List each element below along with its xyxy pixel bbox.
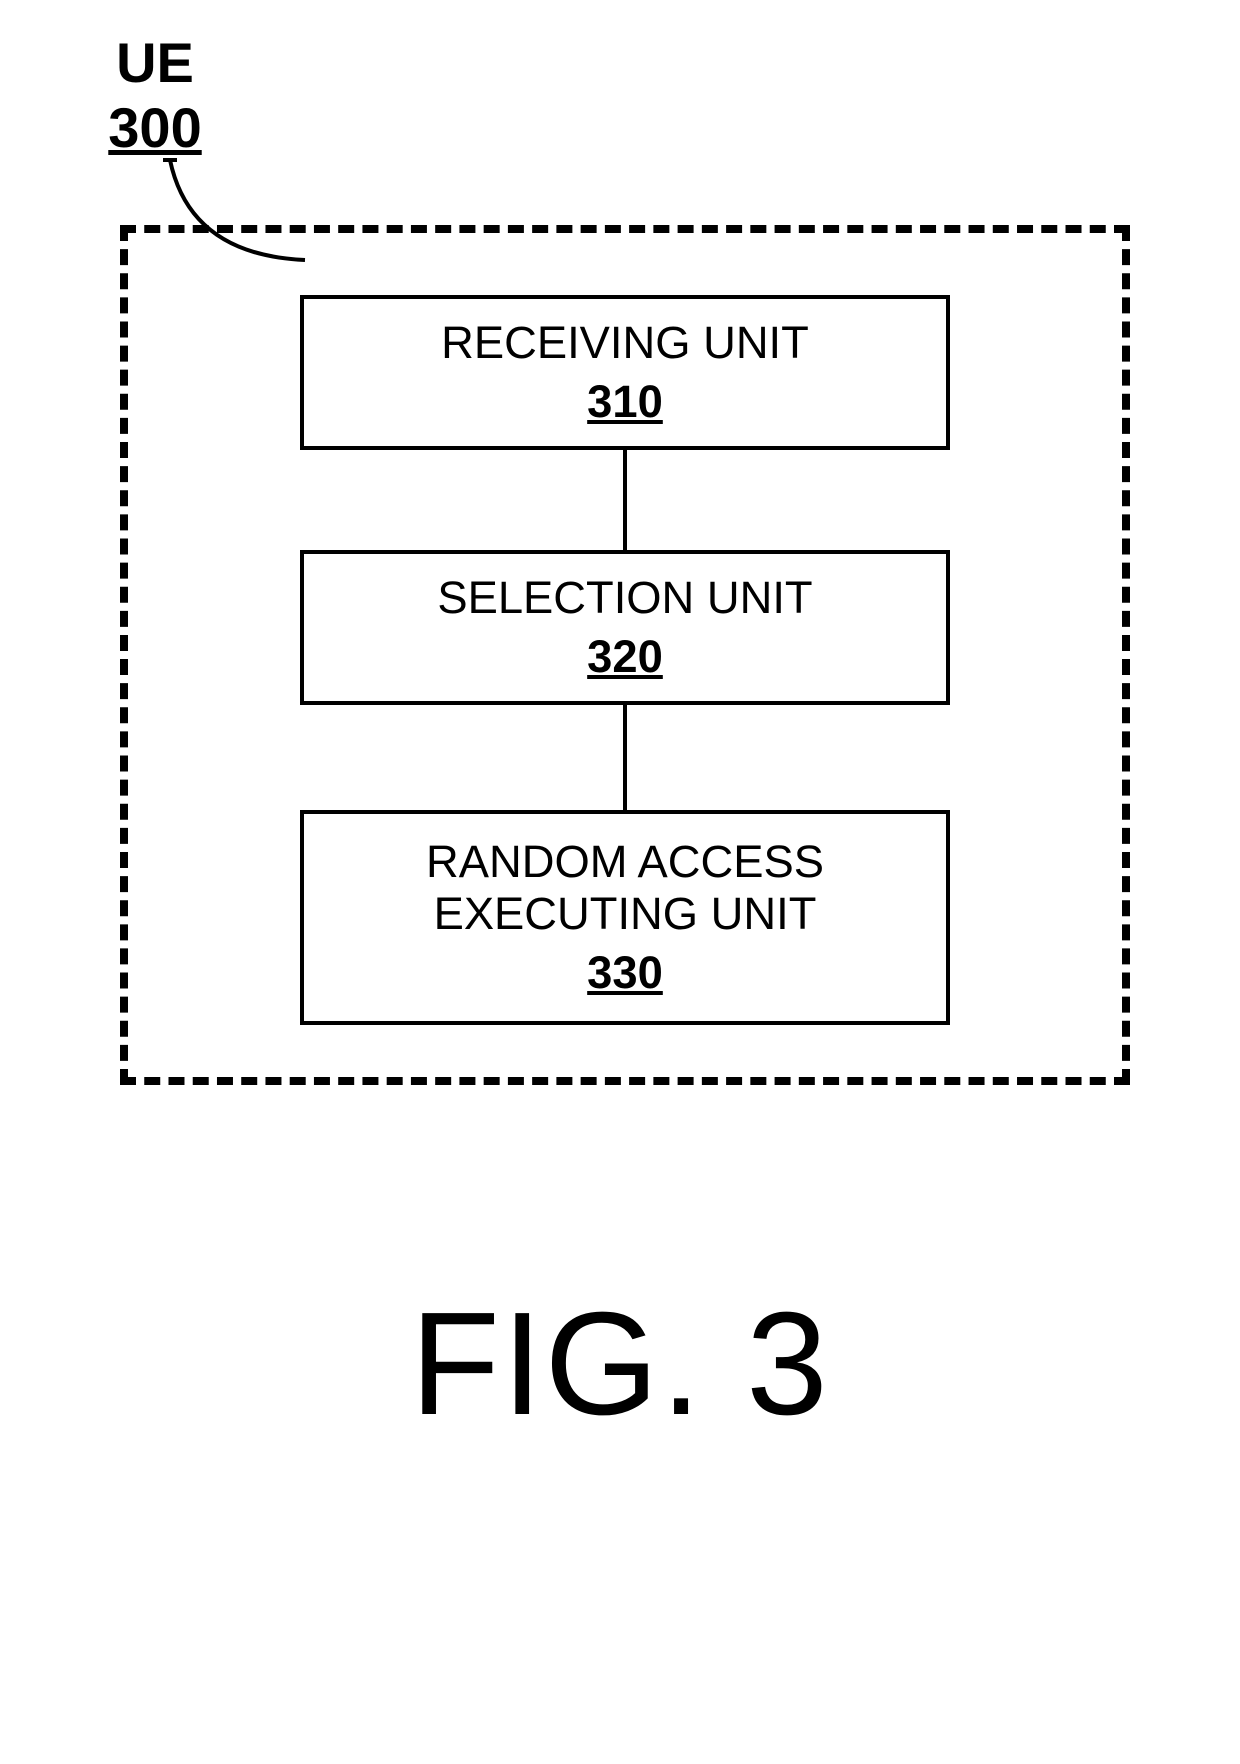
random-access-unit-num: 330: [587, 947, 663, 999]
random-access-unit: RANDOM ACCESS EXECUTING UNIT 330: [300, 810, 950, 1025]
receiving-unit-num: 310: [587, 376, 663, 428]
connector-310-320: [623, 450, 627, 550]
selection-unit-title: SELECTION UNIT: [437, 572, 812, 624]
selection-unit: SELECTION UNIT 320: [300, 550, 950, 705]
random-access-line2: EXECUTING UNIT: [434, 888, 817, 939]
random-access-line1: RANDOM ACCESS: [426, 836, 824, 887]
random-access-unit-title: RANDOM ACCESS EXECUTING UNIT: [426, 836, 824, 940]
receiving-unit-title: RECEIVING UNIT: [441, 317, 809, 369]
selection-unit-num: 320: [587, 631, 663, 683]
receiving-unit: RECEIVING UNIT 310: [300, 295, 950, 450]
figure-caption: FIG. 3: [0, 1280, 1240, 1449]
connector-320-330: [623, 705, 627, 810]
ue-label-line1: UE: [95, 30, 215, 95]
